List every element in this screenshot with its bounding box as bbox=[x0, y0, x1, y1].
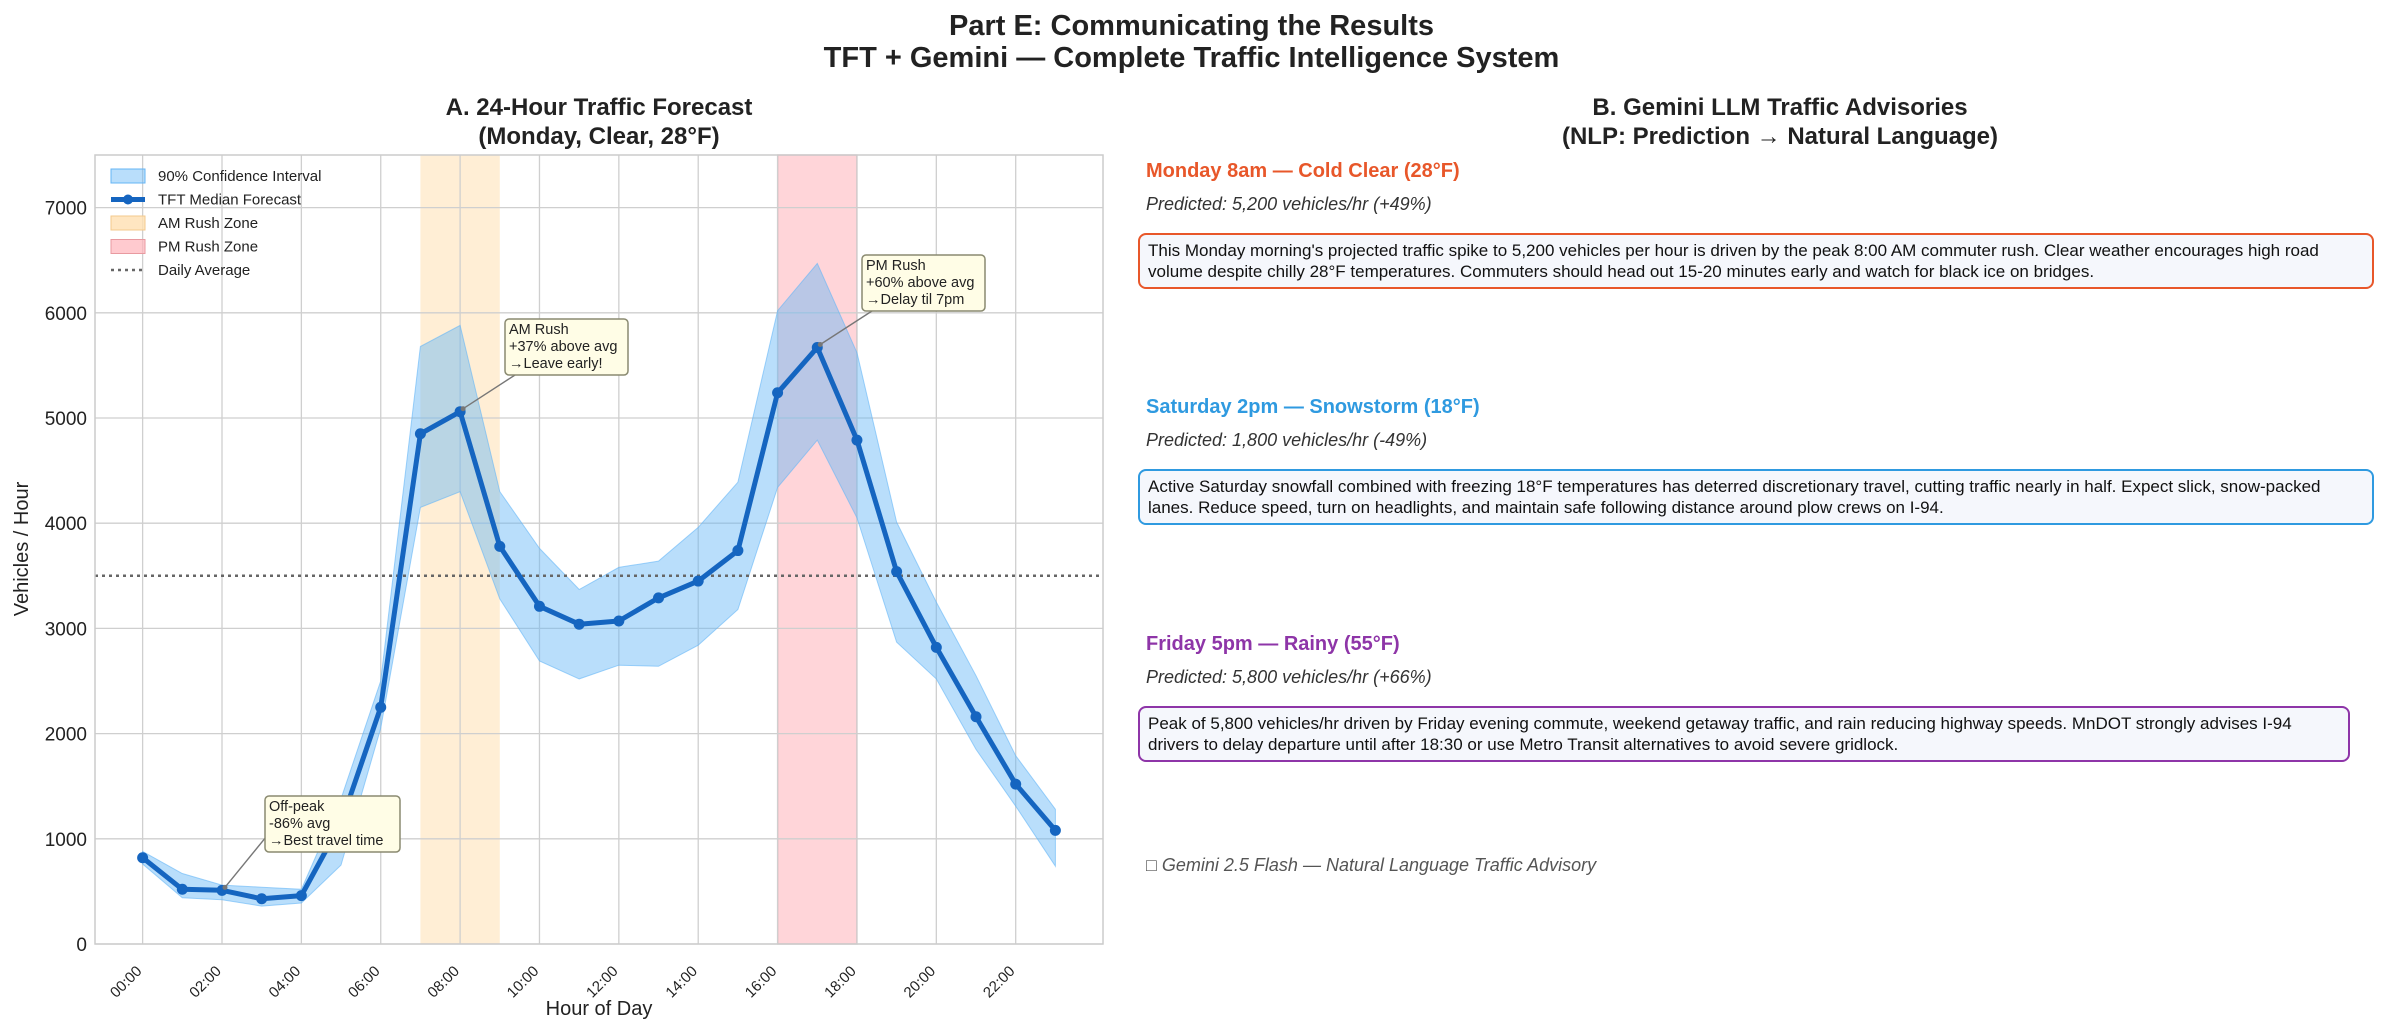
forecast-point bbox=[176, 883, 188, 895]
x-tick-label: 22:00 bbox=[980, 963, 1019, 1002]
advisory-text-box: Peak of 5,800 vehicles/hr driven by Frid… bbox=[1138, 706, 2350, 762]
chart-legend: 90% Confidence Interval TFT Median Foreca… bbox=[110, 168, 321, 279]
chart-title-line2: (Monday, Clear, 28°F) bbox=[478, 123, 720, 150]
forecast-point bbox=[851, 434, 863, 446]
forecast-point bbox=[613, 615, 625, 627]
footer-text: Gemini 2.5 Flash — Natural Language Traf… bbox=[1161, 855, 1597, 875]
forecast-point bbox=[295, 890, 307, 902]
advisory-prediction: Predicted: 1,800 vehicles/hr (-49%) bbox=[1146, 430, 1428, 450]
advisory-text-box: Active Saturday snowfall combined with f… bbox=[1138, 469, 2374, 525]
advisory-title: Monday 8am — Cold Clear (28°F) bbox=[1146, 160, 1460, 182]
advisories-panel-title: B. Gemini LLM Traffic Advisories (NLP: P… bbox=[1140, 93, 2383, 151]
forecast-point bbox=[1010, 778, 1022, 790]
forecast-point bbox=[256, 893, 268, 905]
y-tick-label: 5000 bbox=[45, 409, 87, 430]
annotation-box bbox=[504, 318, 629, 376]
legend-label: 90% Confidence Interval bbox=[158, 168, 321, 185]
x-tick-label: 20:00 bbox=[901, 963, 940, 1002]
forecast-point bbox=[494, 540, 506, 552]
advisory-title: Friday 5pm — Rainy (55°F) bbox=[1146, 633, 1400, 655]
annotation-text: +37% above avg bbox=[509, 339, 617, 355]
legend-label: Daily Average bbox=[158, 262, 250, 279]
forecast-point bbox=[930, 641, 942, 653]
annotation-text: +60% above avg bbox=[866, 275, 974, 291]
x-tick-label: 00:00 bbox=[107, 963, 146, 1002]
annotation-text: PM Rush bbox=[866, 258, 926, 274]
legend-swatch bbox=[110, 239, 146, 254]
annotation-box bbox=[264, 795, 401, 853]
annotation-arrow-head bbox=[817, 342, 823, 348]
figure-suptitle-line1: Part E: Communicating the Results bbox=[948, 10, 1434, 42]
legend-swatch bbox=[110, 168, 146, 184]
forecast-point bbox=[772, 387, 784, 399]
y-tick-label: 2000 bbox=[45, 725, 87, 746]
y-tick-label: 0 bbox=[76, 935, 87, 956]
y-axis-label: Vehicles / Hour bbox=[11, 481, 33, 616]
figure-suptitle-line2: TFT + Gemini — Complete Traffic Intellig… bbox=[823, 42, 1560, 74]
forecast-point bbox=[414, 428, 426, 440]
advisory-title: Saturday 2pm — Snowstorm (18°F) bbox=[1146, 396, 1480, 418]
annotation-arrow-head bbox=[460, 406, 466, 412]
x-tick-label: 14:00 bbox=[662, 963, 701, 1002]
forecast-point bbox=[137, 852, 149, 864]
annotation-text: →Leave early! bbox=[509, 356, 603, 372]
y-tick-label: 3000 bbox=[45, 619, 87, 640]
annotation-text: AM Rush bbox=[509, 322, 569, 338]
x-tick-label: 02:00 bbox=[186, 963, 225, 1002]
advisories-title-line1: B. Gemini LLM Traffic Advisories bbox=[1592, 94, 1968, 121]
plot-frame bbox=[94, 154, 1104, 945]
annotation-text: -86% avg bbox=[269, 816, 330, 832]
confidence-interval-band bbox=[142, 262, 1056, 907]
forecast-point bbox=[970, 711, 982, 723]
annotation-text: Off-peak bbox=[269, 799, 325, 815]
footer-note: □ Gemini 2.5 Flash — Natural Language Tr… bbox=[1146, 855, 1596, 876]
x-tick-label: 06:00 bbox=[345, 963, 384, 1002]
advisory-prediction: Predicted: 5,200 vehicles/hr (+49%) bbox=[1146, 194, 1432, 214]
median-forecast-line bbox=[141, 345, 1058, 902]
forecast-point bbox=[375, 701, 387, 713]
forecast-point bbox=[533, 600, 545, 612]
legend-label: TFT Median Forecast bbox=[158, 192, 302, 209]
x-tick-label: 12:00 bbox=[583, 963, 622, 1002]
forecast-point bbox=[573, 618, 585, 630]
annotation-text: →Delay til 7pm bbox=[866, 292, 964, 308]
forecast-point bbox=[891, 566, 903, 578]
annotation-arrow-head bbox=[222, 884, 228, 890]
annotation-text: →Best travel time bbox=[269, 833, 383, 849]
forecast-point bbox=[1049, 824, 1061, 836]
x-tick-label: 04:00 bbox=[266, 963, 305, 1002]
advisory-text-box: This Monday morning's projected traffic … bbox=[1138, 233, 2374, 289]
y-tick-label: 1000 bbox=[45, 830, 87, 851]
rush-zone-pm bbox=[776, 154, 858, 945]
y-tick-label: 6000 bbox=[45, 304, 87, 325]
x-tick-label: 18:00 bbox=[821, 963, 860, 1002]
x-tick-label: 08:00 bbox=[424, 963, 463, 1002]
y-tick-label: 4000 bbox=[45, 514, 87, 535]
forecast-point bbox=[692, 575, 704, 587]
y-tick-label: 7000 bbox=[45, 199, 87, 220]
chart-title: A. 24-Hour Traffic Forecast (Monday, Cle… bbox=[95, 93, 1103, 151]
legend-label: AM Rush Zone bbox=[158, 215, 258, 232]
x-tick-label: 16:00 bbox=[742, 963, 781, 1002]
annotation-arrow bbox=[819, 310, 873, 346]
advisory-prediction: Predicted: 5,800 vehicles/hr (+66%) bbox=[1146, 667, 1432, 687]
footer-glyph-icon: □ bbox=[1146, 855, 1157, 875]
advisories-title-line2: (NLP: Prediction → Natural Language) bbox=[1561, 123, 1999, 150]
x-tick-label: 10:00 bbox=[504, 963, 543, 1002]
annotation-arrow bbox=[462, 374, 516, 410]
annotation-box bbox=[861, 254, 986, 312]
legend-swatch-marker bbox=[123, 194, 133, 205]
x-axis-label: Hour of Day bbox=[546, 998, 653, 1020]
forecast-point bbox=[732, 545, 744, 557]
forecast-point bbox=[653, 592, 665, 604]
legend-label: PM Rush Zone bbox=[158, 239, 258, 256]
chart-title-line1: A. 24-Hour Traffic Forecast bbox=[445, 94, 753, 121]
traffic-forecast-chart: AM Rush+37% above avg→Leave early! PM Rus… bbox=[11, 154, 1104, 1020]
legend-swatch bbox=[110, 215, 146, 231]
